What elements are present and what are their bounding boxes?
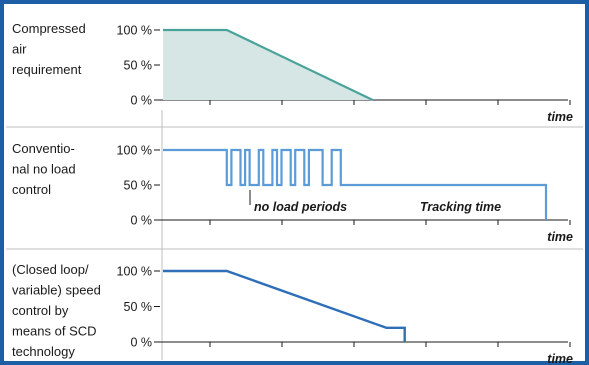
row-label-line: variable) speed (12, 283, 101, 298)
y-tick-label: 100 % (117, 24, 152, 38)
y-tick-label: 50 % (124, 59, 153, 73)
row-label-line: air (12, 42, 27, 57)
y-tick-label: 100 % (117, 265, 152, 279)
y-tick-label: 0 % (130, 94, 152, 108)
row-label-line: control by (12, 303, 69, 318)
series-line (163, 148, 548, 220)
x-axis-label: time (547, 230, 573, 244)
series-line (163, 269, 406, 342)
y-tick-label: 50 % (124, 300, 153, 314)
chart-panel-3: (Closed loop/variable) speed control by me… (12, 262, 573, 365)
row-label-line: control (12, 182, 51, 197)
chart-panel-2: Conventio-nal no load control 100 % 50 % 0 %… (12, 141, 573, 244)
annotation-label: Tracking time (420, 200, 501, 214)
row-label-line: (Closed loop/ (12, 262, 89, 277)
y-tick-label: 0 % (130, 336, 152, 350)
annotation-label: no load periods (254, 200, 347, 214)
series-line (163, 28, 374, 101)
row-label-line: nal no load (12, 162, 76, 177)
x-axis-label: time (547, 110, 573, 124)
chart-panel-1: Compressed air requirement 100 % 50 % 0 % time (12, 21, 573, 124)
y-tick-label: 100 % (117, 144, 152, 158)
y-tick-label: 50 % (124, 179, 153, 193)
series-area (163, 30, 373, 100)
row-label-line: Conventio- (12, 141, 75, 156)
row-label-line: Compressed (12, 21, 86, 36)
row-label-line: means of SCD (12, 324, 97, 339)
y-tick-label: 0 % (130, 214, 152, 228)
row-label-line: requirement (12, 62, 82, 77)
x-axis-label: time (547, 352, 573, 365)
row-label-line: technology (12, 344, 75, 359)
